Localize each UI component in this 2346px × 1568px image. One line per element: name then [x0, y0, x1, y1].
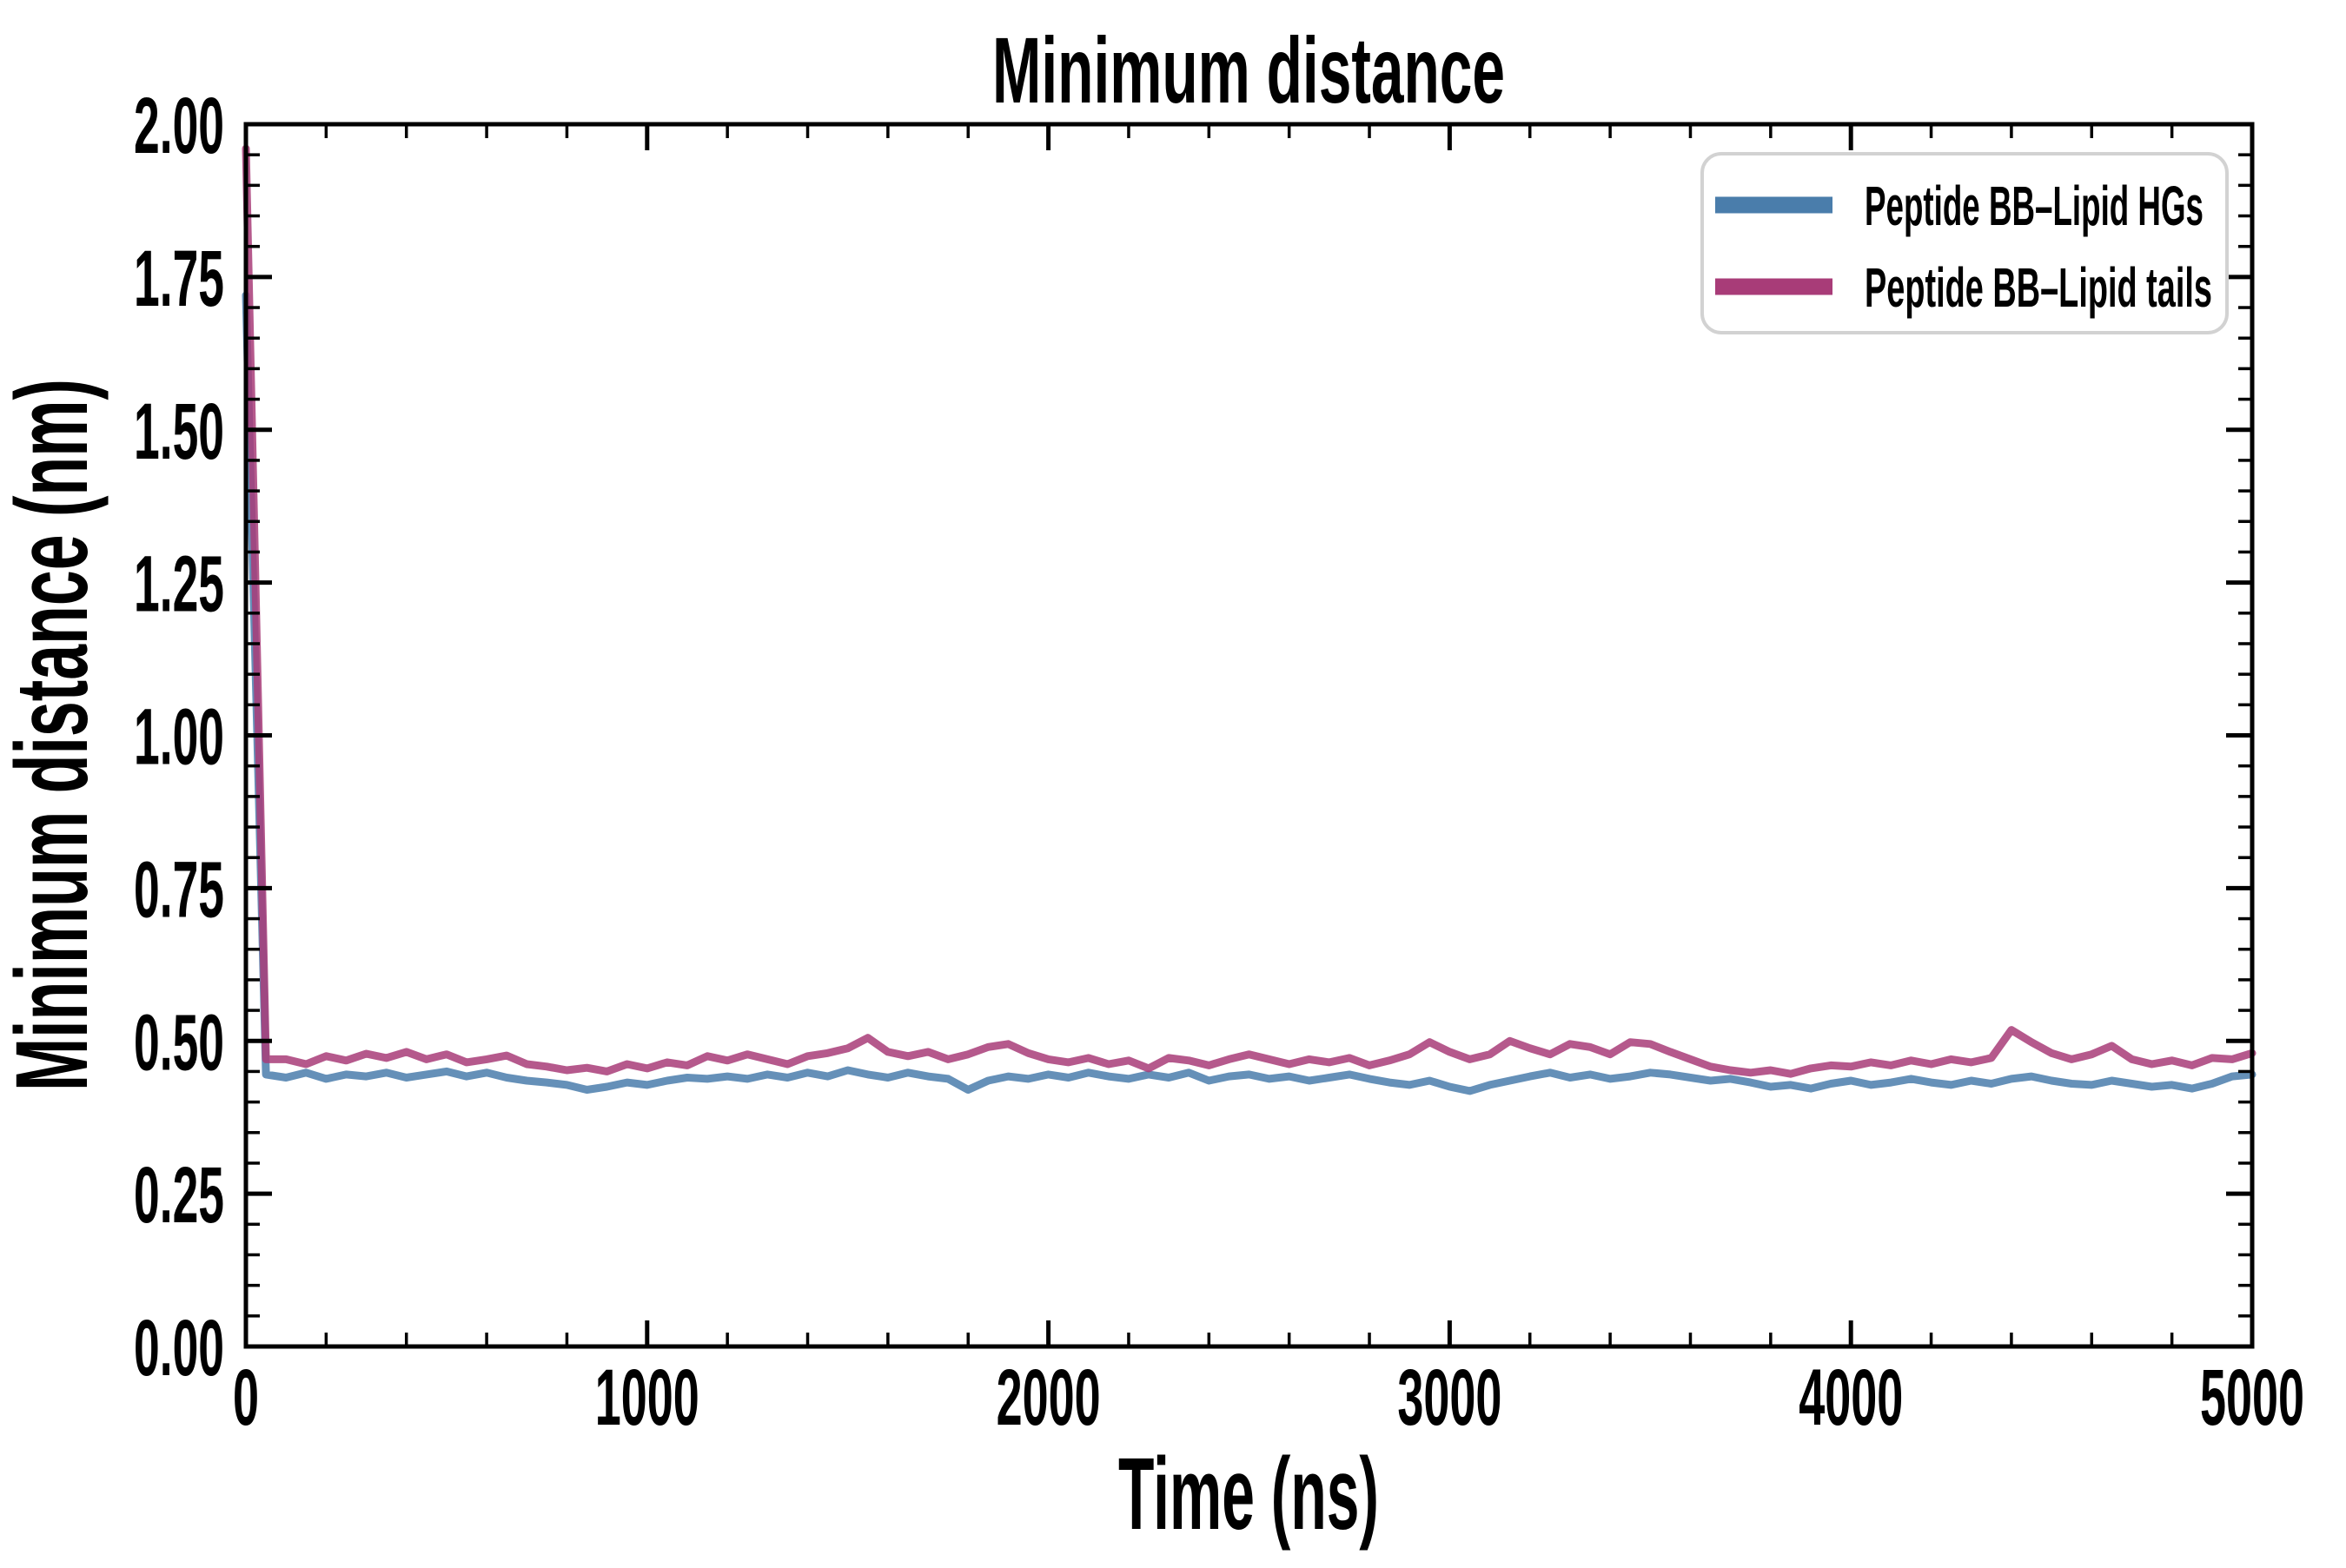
y-tick-label: 1.25 — [134, 540, 224, 629]
y-tick-label: 0.50 — [134, 998, 224, 1087]
y-tick-label: 1.00 — [134, 693, 224, 782]
x-tick-label: 2000 — [997, 1353, 1101, 1442]
legend-box — [1700, 152, 2229, 334]
axes-frame — [243, 122, 2255, 1349]
y-tick-label: 1.75 — [134, 235, 224, 323]
legend: Peptide BB–Lipid HGs Peptide BB–Lipid ta… — [1700, 152, 2229, 334]
series-peptide-bb-lipid-hgs-line — [242, 291, 2257, 1095]
y-tick-labels: 0.00 0.25 0.50 0.75 1.00 1.25 1.50 1.75 2.00 — [134, 82, 224, 1393]
y-tick-label: 2.00 — [134, 82, 224, 170]
axis-ticks — [243, 122, 2255, 1349]
legend-label-peptide-bb-lipid-tails: Peptide BB–Lipid tails — [1865, 256, 2212, 319]
y-tick-label: 0.25 — [134, 1151, 224, 1240]
series-group — [242, 144, 2257, 1095]
x-tick-label: 1000 — [595, 1353, 699, 1442]
x-tick-label: 0 — [233, 1353, 259, 1442]
y-axis-label: Minimum distance (nm) — [0, 379, 109, 1091]
x-tick-label: 5000 — [2200, 1353, 2304, 1442]
x-tick-label: 3000 — [1397, 1353, 1501, 1442]
y-tick-label: 0.00 — [134, 1304, 224, 1393]
x-tick-labels: 0 1000 2000 3000 4000 5000 — [233, 1353, 2304, 1442]
x-axis-label: Time (ns) — [1118, 1437, 1379, 1551]
y-tick-label: 0.75 — [134, 845, 224, 934]
series-peptide-bb-lipid-tails-line — [242, 144, 2257, 1078]
chart-title: Minimum distance — [992, 17, 1505, 122]
legend-label-peptide-bb-lipid-hgs: Peptide BB–Lipid HGs — [1865, 175, 2204, 237]
x-tick-label: 4000 — [1799, 1353, 1903, 1442]
y-tick-label: 1.50 — [134, 387, 224, 476]
